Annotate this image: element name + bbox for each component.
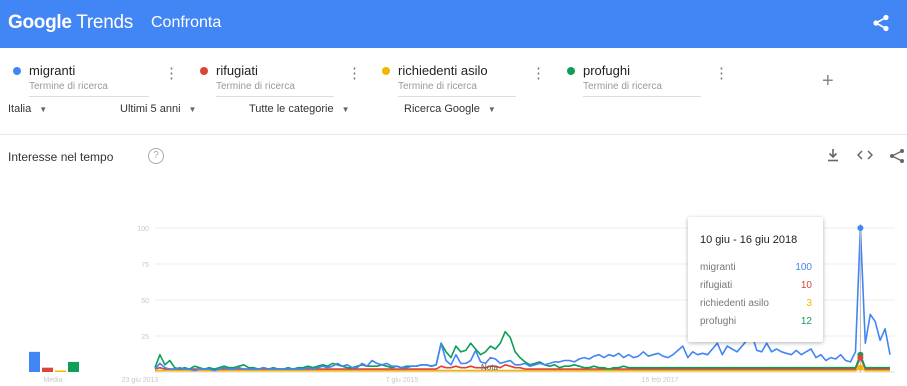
tooltip-row: profughi 12 — [700, 316, 812, 327]
y-tick-label: 75 — [141, 262, 149, 269]
dropdown-caret-icon: ▼ — [39, 105, 48, 114]
dropdown-caret-icon: ▼ — [341, 105, 350, 114]
category-select[interactable]: Tutte le categorie ▼ — [249, 103, 350, 115]
series-dot-icon — [200, 67, 208, 75]
term-menu-icon[interactable]: ⋮ — [531, 65, 546, 82]
x-tick-label: 15 feb 2017 — [642, 377, 679, 384]
logo-trends-text: Trends — [76, 12, 133, 33]
app-header: Google Trends Confronta — [0, 0, 907, 48]
series-dot-icon — [567, 67, 575, 75]
term-menu-icon[interactable]: ⋮ — [164, 65, 179, 82]
x-tick-label: 23 giu 2013 — [122, 377, 159, 384]
period-select[interactable]: Ultimi 5 anni ▼ — [120, 103, 196, 115]
term-underline — [583, 96, 701, 97]
tooltip-row: richiedenti asilo 3 — [700, 298, 812, 309]
country-select-value: Italia — [8, 103, 32, 115]
x-tick-label: Media — [43, 377, 62, 384]
chart-annotation: Nota — [481, 363, 498, 372]
term-name: rifugiati — [216, 63, 258, 78]
search-type-select-value: Ricerca Google — [404, 103, 480, 115]
share-icon[interactable] — [872, 14, 890, 32]
divider — [0, 134, 907, 135]
average-bar — [42, 367, 53, 372]
tooltip-row-value: 12 — [800, 316, 812, 327]
tooltip-title: 10 giu - 16 giu 2018 — [700, 234, 798, 246]
y-tick-label: 25 — [141, 334, 149, 341]
series-dot-icon — [13, 67, 21, 75]
term-type: Termine di ricerca — [583, 81, 662, 92]
tooltip-row-label: profughi — [700, 316, 737, 327]
y-tick-label: 100 — [137, 226, 149, 233]
term-name: migranti — [29, 63, 76, 78]
hover-point — [857, 225, 864, 231]
term-type: Termine di ricerca — [29, 81, 108, 92]
average-bar — [29, 351, 40, 372]
tooltip-row: rifugiati 10 — [700, 280, 812, 291]
term-type: Termine di ricerca — [398, 81, 477, 92]
share-chart-icon[interactable] — [889, 148, 905, 164]
series-line-migranti — [154, 227, 891, 372]
dropdown-caret-icon: ▼ — [188, 105, 197, 114]
tooltip-row-value: 3 — [806, 298, 812, 309]
tooltip-row-value: 10 — [800, 280, 812, 291]
page-title: Confronta — [151, 14, 222, 31]
logo-google-text: Google — [8, 12, 72, 33]
embed-icon[interactable] — [857, 148, 873, 162]
add-term-icon[interactable]: + — [822, 70, 834, 92]
series-line-richiedenti-asilo — [155, 366, 890, 372]
download-icon[interactable] — [827, 148, 839, 162]
average-bar — [68, 361, 79, 372]
tooltip-row: migranti 100 — [700, 262, 812, 273]
term-name: richiedenti asilo — [398, 63, 488, 78]
tooltip-row-value: 100 — [795, 262, 812, 273]
hover-point — [857, 354, 864, 361]
term-underline — [398, 96, 516, 97]
term-underline — [29, 96, 149, 97]
tooltip-row-label: rifugiati — [700, 280, 733, 291]
term-menu-icon[interactable]: ⋮ — [714, 65, 729, 82]
term-name: profughi — [583, 63, 630, 78]
term-type: Termine di ricerca — [216, 81, 295, 92]
search-type-select[interactable]: Ricerca Google ▼ — [404, 103, 496, 115]
country-select[interactable]: Italia ▼ — [8, 103, 47, 115]
series-dot-icon — [382, 67, 390, 75]
category-select-value: Tutte le categorie — [249, 103, 334, 115]
term-underline — [216, 96, 334, 97]
panel-title: Interesse nel tempo — [8, 150, 114, 164]
dropdown-caret-icon: ▼ — [487, 105, 496, 114]
google-trends-logo[interactable]: Google Trends — [8, 12, 133, 34]
chart-tooltip: 10 giu - 16 giu 2018 migranti 100 rifugia… — [688, 217, 823, 342]
average-bar — [55, 370, 66, 372]
help-icon[interactable]: ? — [148, 148, 164, 164]
tooltip-row-label: richiedenti asilo — [700, 298, 769, 309]
period-select-value: Ultimi 5 anni — [120, 103, 181, 115]
term-menu-icon[interactable]: ⋮ — [347, 65, 362, 82]
hover-point — [857, 364, 864, 371]
x-tick-label: 7 giu 2015 — [386, 377, 419, 384]
y-tick-label: 50 — [141, 298, 149, 305]
search-terms-bar: migranti Termine di ricerca ⋮ rifugiati … — [0, 48, 907, 133]
tooltip-row-label: migranti — [700, 262, 736, 273]
